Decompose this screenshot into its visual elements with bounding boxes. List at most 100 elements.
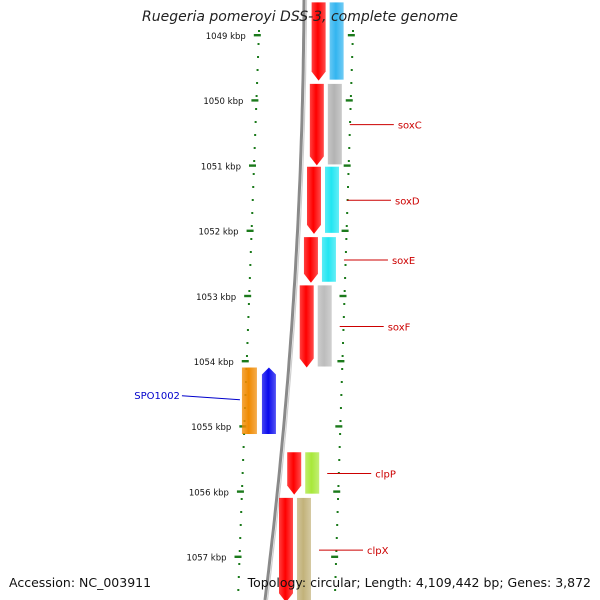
ruler-dot <box>237 589 240 591</box>
ruler-major-tick <box>251 99 259 102</box>
gene-label: soxD <box>395 196 420 207</box>
ruler-dot <box>240 511 243 513</box>
ruler-dot <box>238 550 241 552</box>
gene-track-block <box>296 497 311 600</box>
ruler-dot <box>347 186 350 188</box>
ruler-dot <box>241 472 244 474</box>
ruler-major-tick <box>347 34 355 37</box>
gene-cds-arrow <box>299 285 314 368</box>
ruler-dot <box>349 108 352 110</box>
gene-cds-arrow <box>278 497 293 600</box>
ruler-dot <box>246 342 249 344</box>
ruler-dot <box>248 277 251 279</box>
ruler-major-tick <box>337 360 345 363</box>
ruler-dot <box>252 186 255 188</box>
ruler-major-tick <box>241 360 249 363</box>
gene-label: soxE <box>392 256 415 267</box>
gene-label: clpX <box>367 546 389 557</box>
ruler-dot <box>247 316 250 318</box>
ruler-dot <box>344 264 347 266</box>
ruler-dot <box>342 329 345 331</box>
ruler-dot <box>349 121 352 123</box>
gene-track-block <box>324 166 339 233</box>
ruler-dot <box>254 121 257 123</box>
ruler-dot <box>342 316 345 318</box>
ruler-tick-label: 1053 kbp <box>196 293 236 303</box>
ruler-tick-label: 1056 kbp <box>189 488 229 498</box>
ruler-dot <box>242 446 245 448</box>
gene-track-block <box>241 367 257 435</box>
ruler-major-tick <box>248 164 256 167</box>
ruler-dot <box>334 563 337 565</box>
ruler-dot <box>340 381 343 383</box>
backbone-line <box>263 0 306 600</box>
ruler-dot <box>237 576 240 578</box>
gene-label: soxF <box>388 322 411 333</box>
ruler-dot <box>255 108 258 110</box>
ruler-dot <box>252 173 255 175</box>
ruler-dot <box>251 212 254 214</box>
gene-track-block <box>327 83 342 165</box>
ruler-dot <box>257 43 260 45</box>
accession-text: Accession: NC_003911 <box>9 575 152 590</box>
ruler-dot <box>241 485 244 487</box>
ruler-major-tick <box>246 229 254 232</box>
ruler-dot <box>258 30 260 32</box>
ruler-dot <box>250 225 253 227</box>
ruler-dot <box>256 82 259 84</box>
ruler-dot <box>340 394 343 396</box>
ruler-dot <box>339 433 342 435</box>
ruler-major-tick <box>335 425 343 428</box>
map-title: Ruegeria pomeroyi DSS-3, complete genome <box>142 9 458 25</box>
ruler-dot <box>348 147 351 149</box>
ruler-dot <box>337 498 340 500</box>
ruler-dot <box>338 446 341 448</box>
ruler-dot <box>347 173 350 175</box>
ruler-major-tick <box>339 294 347 298</box>
ruler-dot <box>351 56 354 58</box>
ruler-major-tick <box>253 34 261 37</box>
ruler-dot <box>341 355 344 357</box>
ruler-dot <box>337 485 340 487</box>
ruler-dot <box>343 303 346 305</box>
ruler-dot <box>343 290 346 292</box>
ruler-tick-label: 1057 kbp <box>186 554 226 564</box>
ruler-dot <box>251 199 254 201</box>
ruler-dot <box>342 342 345 344</box>
ruler-major-tick <box>345 99 353 102</box>
ruler-dot <box>239 537 242 539</box>
gene-label: clpP <box>375 469 396 480</box>
ruler-dot <box>247 303 250 305</box>
ruler-dot <box>249 264 252 266</box>
ruler-dot <box>250 238 253 240</box>
gene-cds-arrow <box>261 367 276 435</box>
ruler-dot <box>239 524 242 526</box>
ruler-dot <box>334 589 337 591</box>
ruler-dot <box>238 563 241 565</box>
ruler-dot <box>336 524 339 526</box>
ruler-dot <box>344 277 347 279</box>
ruler-tick-label: 1049 kbp <box>206 32 246 42</box>
gene-track-block <box>317 285 332 367</box>
ruler-dot <box>351 43 354 45</box>
ruler-dot <box>248 290 251 292</box>
gene-cds-arrow <box>309 83 324 166</box>
ruler-dot <box>338 459 341 461</box>
ruler-dot <box>240 498 243 500</box>
ruler-dot <box>254 134 257 136</box>
gene-cds-arrow <box>311 2 326 81</box>
ruler-tick-label: 1050 kbp <box>203 97 243 107</box>
ruler-dot <box>253 147 256 149</box>
ruler-dot <box>341 368 344 370</box>
ruler-major-tick <box>343 164 351 167</box>
ruler-dot <box>242 459 245 461</box>
ruler-dot <box>249 251 252 253</box>
ruler-dot <box>336 511 339 513</box>
ruler-dot <box>256 69 259 71</box>
ruler-dot <box>246 329 249 331</box>
ruler-tick-label: 1052 kbp <box>199 228 239 238</box>
gene-cds-arrow <box>306 166 321 234</box>
ruler-dot <box>257 56 260 58</box>
ruler-dot <box>245 355 248 357</box>
